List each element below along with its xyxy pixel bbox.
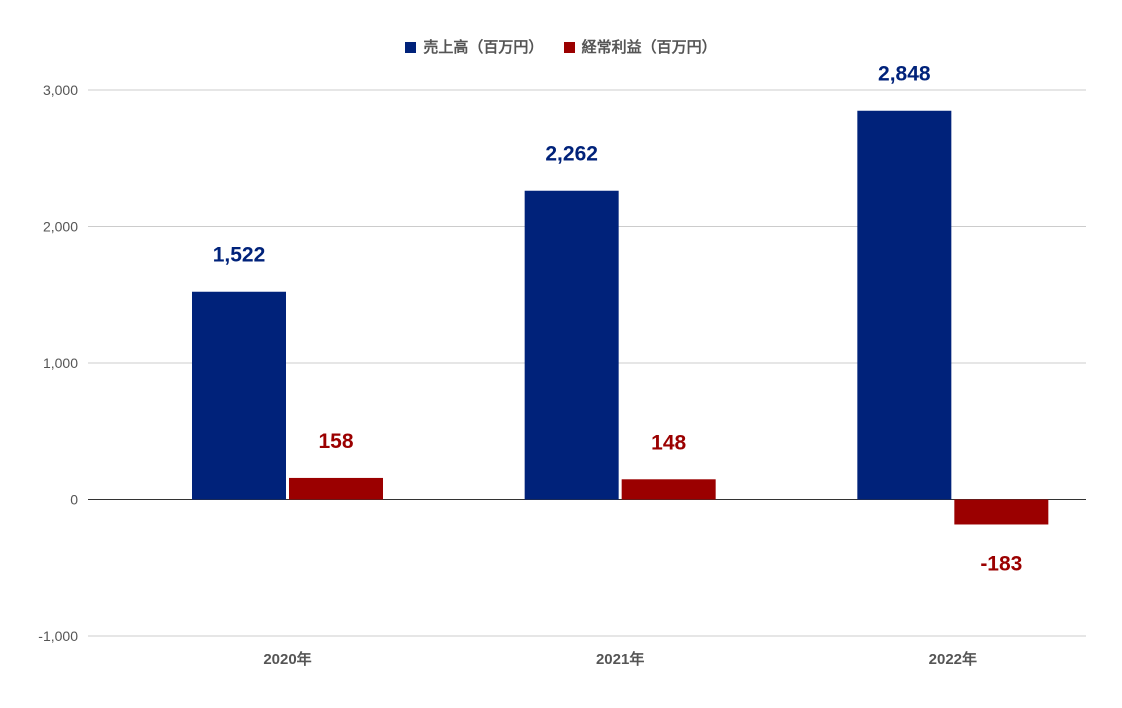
bar-profit [621, 479, 716, 500]
legend-label-sales: 売上高（百万円） [423, 38, 544, 56]
x-tick-label: 2022年 [929, 650, 977, 668]
y-tick-label: 0 [70, 492, 78, 508]
y-tick-label: 2,000 [43, 219, 78, 235]
legend-item-sales: 売上高（百万円） [405, 36, 543, 57]
bar-sales [192, 291, 286, 500]
legend-swatch-sales [405, 42, 417, 53]
data-label-sales: 1,522 [213, 244, 266, 267]
legend-item-profit: 経常利益（百万円） [563, 36, 717, 57]
legend-label-profit: 経常利益（百万円） [581, 38, 717, 56]
data-label-profit: -183 [980, 552, 1022, 575]
bar-sales [857, 110, 952, 500]
y-tick-label: 3,000 [43, 82, 78, 98]
data-label-profit: 148 [651, 431, 686, 454]
bar-profit [954, 499, 1049, 525]
bar-profit [289, 477, 383, 500]
data-label-sales: 2,262 [545, 143, 598, 166]
legend: 売上高（百万円） 経常利益（百万円） [0, 36, 1122, 57]
x-tick-label: 2020年 [263, 650, 311, 668]
y-tick-label: 1,000 [43, 355, 78, 371]
data-label-sales: 2,848 [878, 63, 931, 86]
legend-swatch-profit [563, 42, 575, 53]
data-label-profit: 158 [318, 430, 353, 453]
x-tick-label: 2021年 [596, 650, 644, 668]
y-tick-label: -1,000 [38, 628, 78, 644]
bar-sales [524, 190, 619, 500]
